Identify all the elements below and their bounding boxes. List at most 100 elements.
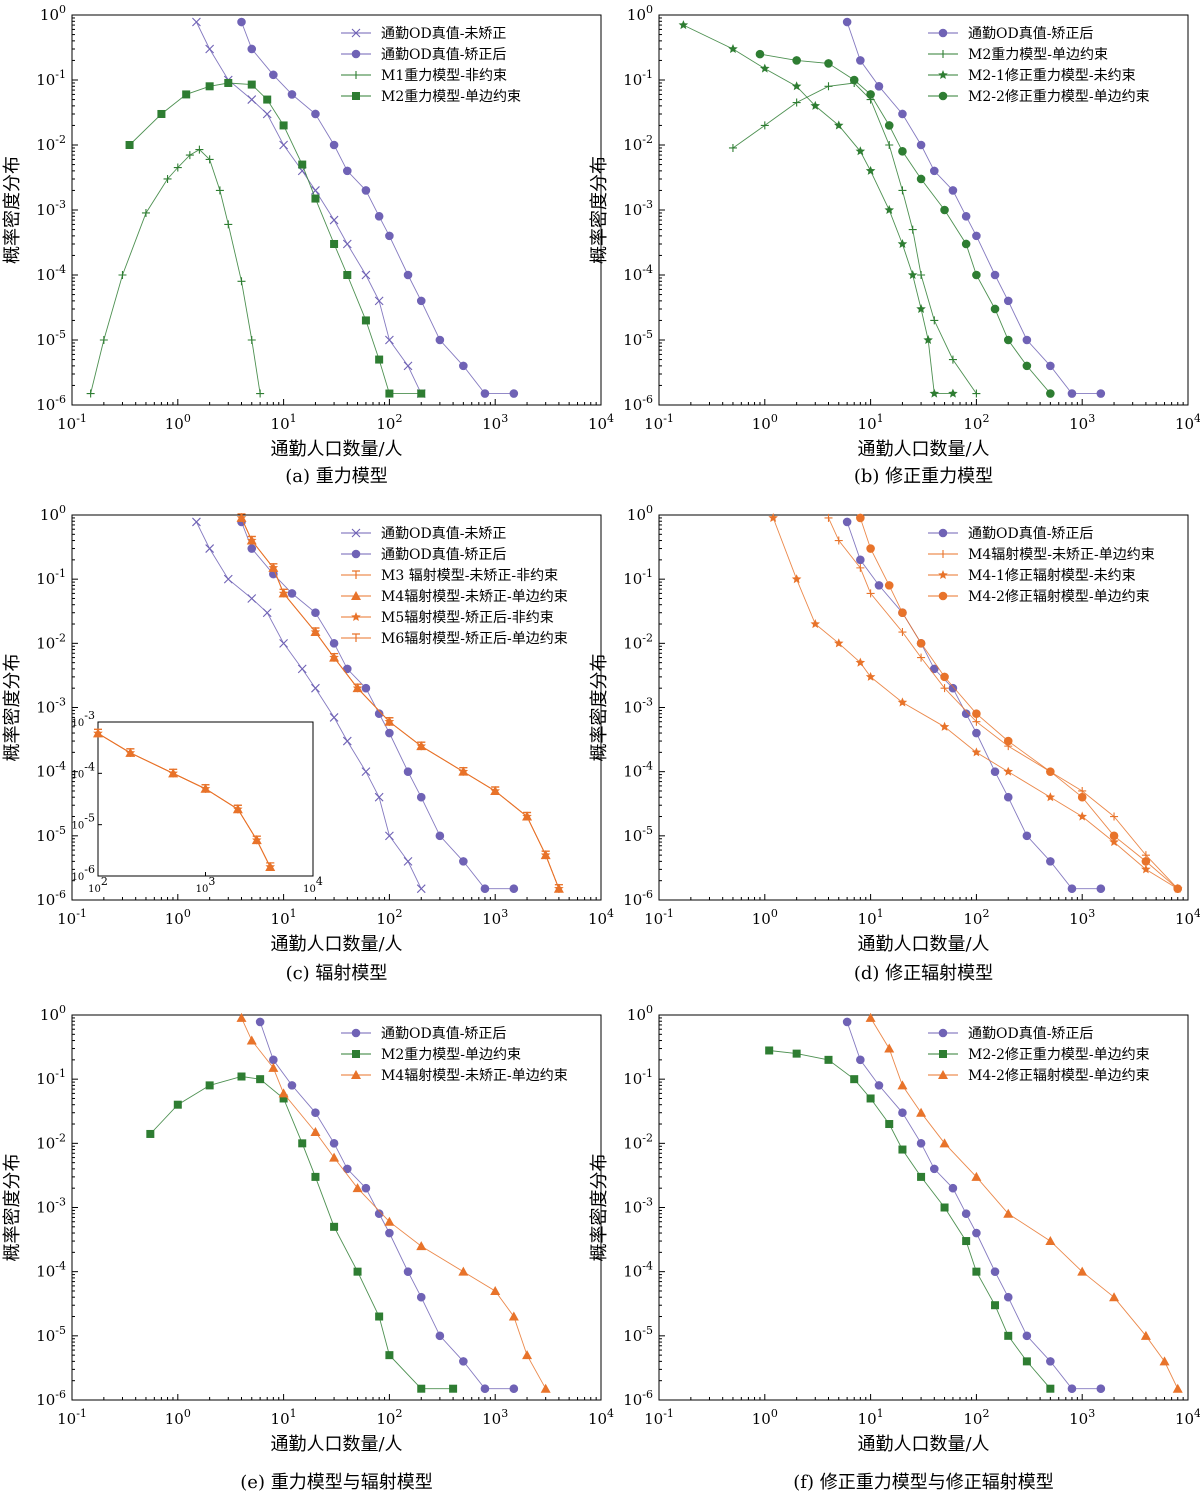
data-point: [342, 239, 352, 249]
data-point: [490, 1285, 501, 1295]
data-point: [1096, 884, 1106, 894]
data-point: [865, 165, 876, 175]
data-point: [491, 786, 500, 795]
data-point: [269, 1055, 278, 1065]
data-point: [972, 728, 981, 738]
x-axis-label: 通勤人口数量/人: [857, 1434, 989, 1455]
inset-y-tick-label: 10-6: [72, 863, 95, 883]
legend-marker: [351, 549, 361, 559]
series-line: [90, 149, 261, 394]
y-tick-label: 10-4: [36, 760, 66, 781]
y-tick-label: 10-6: [623, 1388, 653, 1409]
x-tick-label: 100: [165, 412, 191, 433]
data-point: [991, 1301, 1000, 1310]
data-point: [297, 664, 307, 674]
x-tick-label: 10-1: [644, 907, 674, 928]
data-point: [508, 1311, 519, 1321]
y-tick-label: 10-4: [623, 1260, 653, 1281]
x-axis-label: 通勤人口数量/人: [270, 439, 402, 460]
legend-marker: [939, 1050, 947, 1058]
data-point: [898, 109, 907, 119]
inset-chart: 102 103 104 10-6 10-5 10-4 10-3: [72, 709, 323, 895]
x-axis-label: 通勤人口数量/人: [270, 1434, 402, 1455]
data-point: [897, 239, 908, 248]
data-point: [940, 684, 949, 693]
panel-caption: (d) 修正辐射模型: [854, 963, 993, 984]
data-point: [1003, 1208, 1014, 1218]
data-point: [972, 717, 981, 726]
legend-entry: 通勤OD真值-矫正后: [381, 47, 506, 63]
data-point: [279, 638, 288, 648]
data-point: [279, 588, 288, 598]
data-point: [1096, 1384, 1106, 1394]
data-point: [948, 388, 958, 398]
data-point: [192, 517, 201, 527]
data-point: [173, 1100, 182, 1109]
data-point: [834, 536, 843, 545]
data-point: [866, 90, 875, 99]
data-point: [760, 63, 770, 73]
plot-frame: [71, 14, 602, 406]
legend-entry: M2重力模型-单边约束: [381, 89, 521, 105]
data-point: [403, 767, 413, 776]
data-point: [939, 1138, 950, 1148]
data-point: [342, 736, 352, 746]
data-point: [1110, 812, 1119, 821]
data-point: [237, 17, 246, 27]
x-tick-label: 104: [1175, 1407, 1200, 1428]
legend-entry: 通勤OD真值-矫正后: [381, 547, 506, 563]
x-axis-label: 通勤人口数量/人: [857, 934, 989, 955]
data-point: [403, 270, 413, 280]
data-point: [287, 589, 297, 598]
data-point: [311, 1172, 320, 1181]
data-point: [1067, 389, 1077, 398]
series-line: [241, 21, 514, 395]
data-point: [236, 1012, 247, 1022]
legend-entry: 通勤OD真值-矫正后: [968, 26, 1093, 42]
data-point: [374, 211, 384, 221]
inset-frame: [97, 721, 314, 877]
y-tick-label: 10-5: [36, 824, 66, 845]
data-point: [375, 1312, 384, 1321]
data-point: [385, 728, 394, 738]
data-point: [961, 211, 971, 221]
data-point: [916, 304, 926, 313]
data-point: [224, 78, 233, 87]
legend-marker: [939, 550, 947, 558]
data-point: [884, 581, 894, 590]
x-tick-label: 100: [752, 907, 778, 928]
data-point: [1046, 389, 1055, 398]
data-point: [824, 1055, 833, 1064]
data-point: [917, 1172, 926, 1181]
data-point: [791, 81, 802, 91]
data-point: [403, 1267, 413, 1276]
legend-entry: M2重力模型-单边约束: [381, 1047, 521, 1063]
data-point: [353, 1267, 362, 1276]
panel-caption: (e) 重力模型与辐射模型: [240, 1472, 432, 1493]
y-tick-label: 10-5: [36, 1324, 66, 1345]
y-tick-label: 10-5: [36, 328, 66, 349]
y-tick-label: 10-5: [623, 328, 653, 349]
data-point: [374, 296, 384, 306]
data-point: [509, 389, 519, 398]
inset-data-point: [169, 768, 178, 778]
x-tick-label: 104: [588, 412, 614, 433]
data-point: [192, 17, 201, 27]
data-point: [416, 884, 426, 894]
legend-marker: [352, 570, 360, 579]
data-point: [205, 155, 214, 164]
x-tick-label: 103: [482, 907, 508, 928]
data-point: [842, 517, 852, 527]
data-point: [125, 141, 134, 149]
data-point: [972, 389, 981, 398]
data-point: [990, 1267, 1000, 1276]
inset-data-point: [126, 748, 135, 757]
data-point: [247, 336, 256, 344]
series-line: [129, 82, 422, 395]
data-point: [361, 767, 371, 777]
data-point: [1096, 389, 1106, 398]
data-point: [329, 1139, 339, 1148]
data-point: [195, 145, 204, 154]
data-point: [866, 1094, 875, 1103]
inset-data-point: [266, 862, 275, 871]
